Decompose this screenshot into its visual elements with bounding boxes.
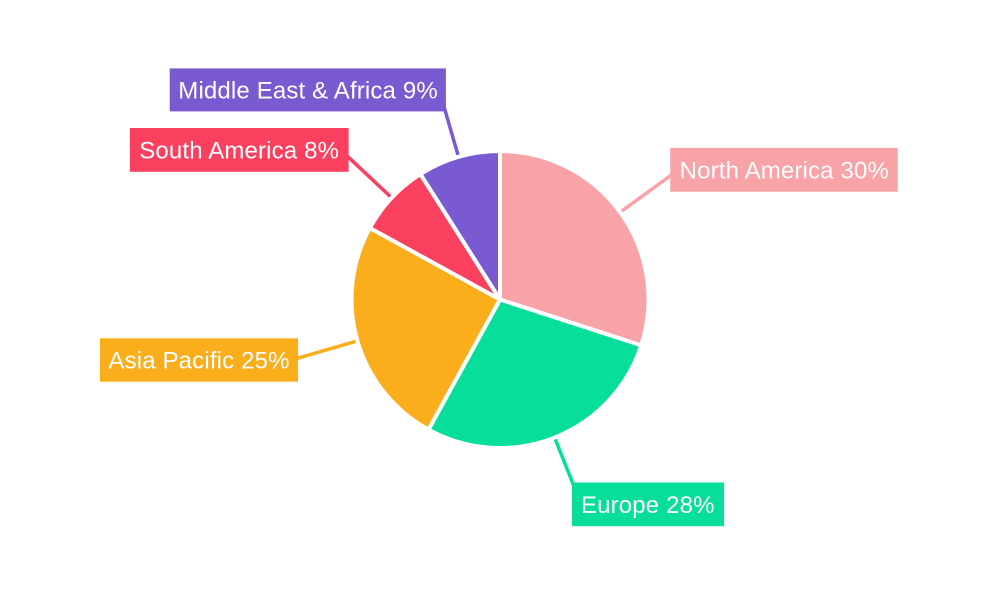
svg-text:South America 8%: South America 8% [139,138,339,165]
svg-text:Middle East & Africa 9%: Middle East & Africa 9% [178,78,438,105]
svg-text:Asia Pacific 25%: Asia Pacific 25% [108,348,289,375]
svg-text:Europe 28%: Europe 28% [581,492,715,519]
svg-text:North America 30%: North America 30% [680,158,889,185]
